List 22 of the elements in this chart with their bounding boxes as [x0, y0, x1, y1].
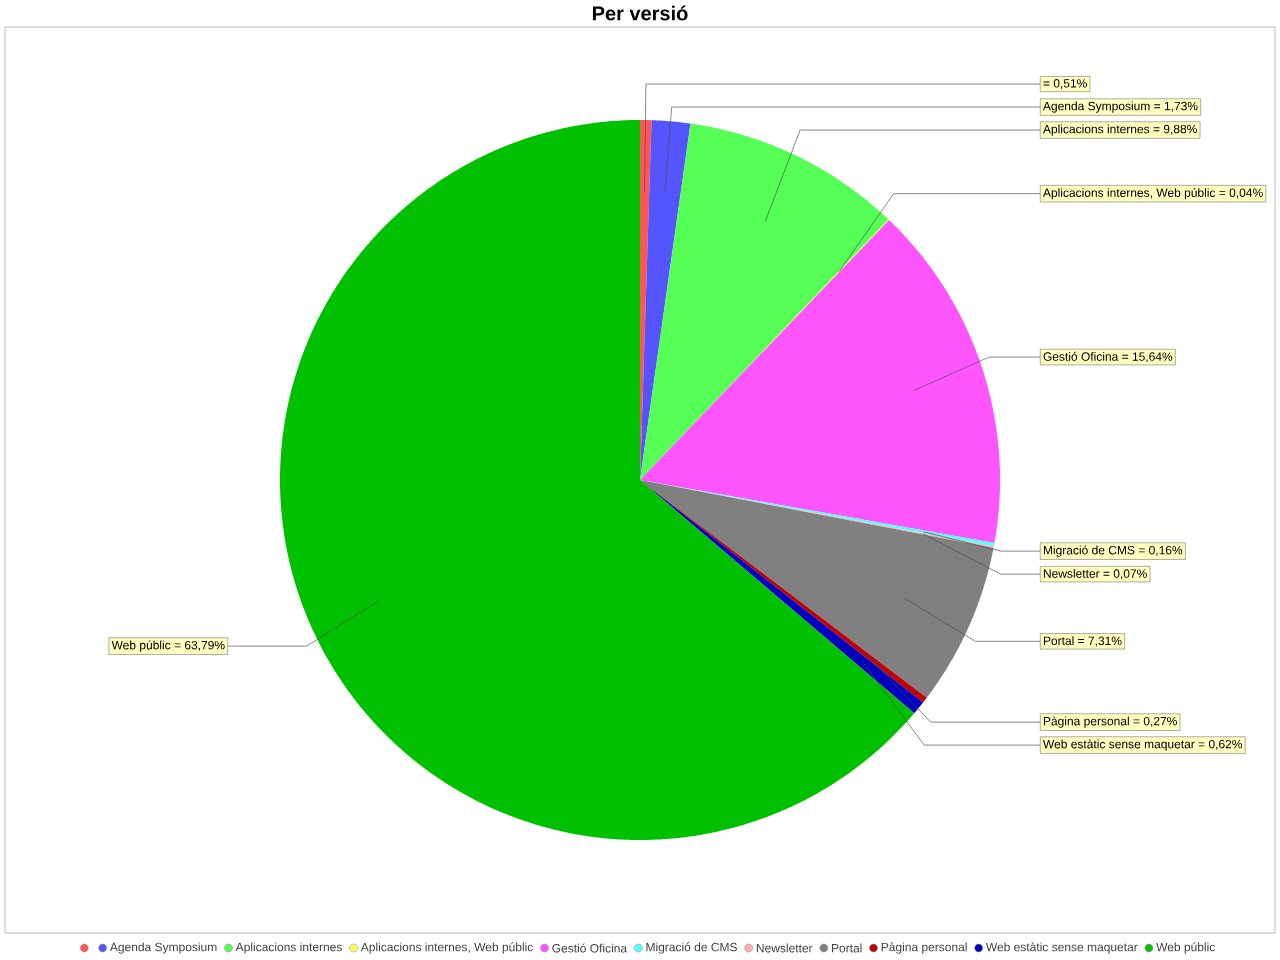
- data-label: Web estàtic sense maquetar = 0,62%: [1043, 739, 1243, 751]
- legend-label: Migració de CMS: [646, 942, 737, 954]
- legend-label: Pàgina personal: [881, 942, 967, 954]
- legend-label: Newsletter: [756, 943, 813, 953]
- legend-label: Aplicacions internes: [235, 942, 342, 954]
- data-label: Agenda Symposium = 1,73%: [1042, 101, 1198, 113]
- chart-title: Per versió: [592, 5, 688, 21]
- legend-label: Aplicacions internes, Web públic: [360, 942, 533, 954]
- data-label: Pàgina personal = 0,27%: [1043, 716, 1177, 728]
- data-label: Newsletter = 0,07%: [1043, 569, 1147, 580]
- data-label: Portal = 7,31%: [1043, 636, 1122, 647]
- data-label: Web públic = 63,79%: [111, 640, 225, 652]
- legend-label: Web estàtic sense maquetar: [985, 942, 1138, 954]
- legend-label: Portal: [831, 943, 862, 953]
- data-label: Aplicacions internes = 9,88%: [1042, 124, 1197, 136]
- legend-label: Gestió Oficina: [552, 943, 628, 953]
- data-label: Aplicacions internes, Web públic = 0,04%: [1042, 188, 1263, 200]
- legend-label: Web públic: [1156, 942, 1215, 954]
- data-label: Gestió Oficina = 15,64%: [1043, 351, 1173, 363]
- data-label: Migració de CMS = 0,16%: [1043, 545, 1183, 557]
- legend-label: Agenda Symposium: [109, 942, 217, 954]
- data-label: = 0,51%: [1043, 79, 1087, 89]
